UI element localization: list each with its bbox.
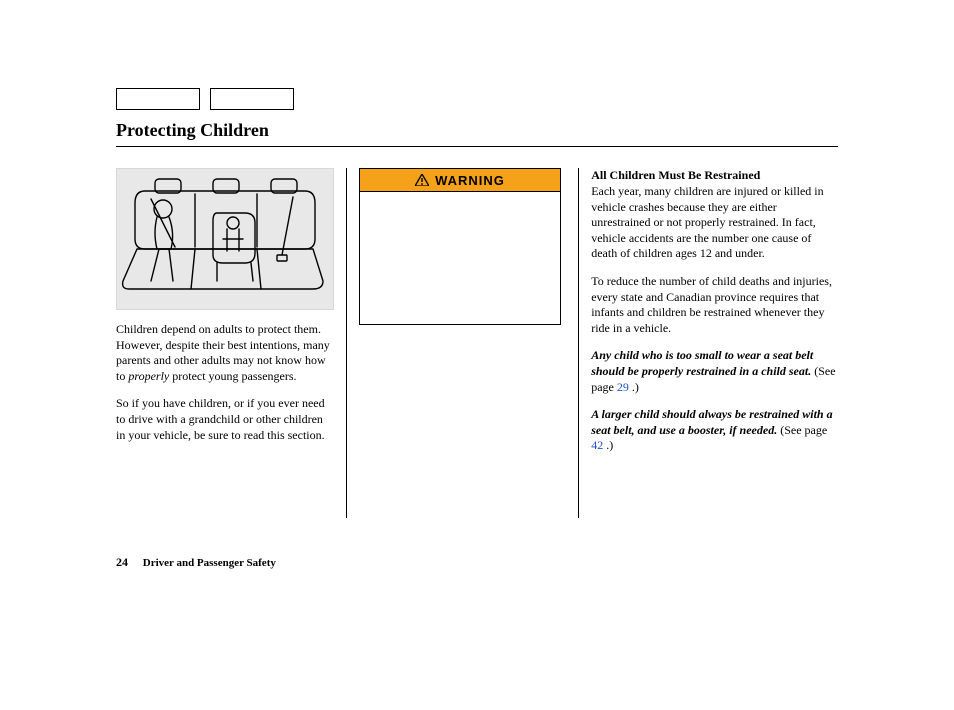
tab-box-2	[210, 88, 294, 110]
warning-triangle-icon	[415, 174, 429, 186]
columns: Children depend on adults to protect the…	[116, 168, 838, 518]
column-divider-2	[578, 168, 579, 518]
col3-para4-b: (See page	[777, 423, 827, 437]
column-1: Children depend on adults to protect the…	[116, 168, 334, 518]
tab-box-1	[116, 88, 200, 110]
col1-para1: Children depend on adults to protect the…	[116, 322, 334, 384]
col3-para4: A larger child should always be restrain…	[591, 407, 838, 454]
warning-header: WARNING	[360, 169, 560, 192]
manual-page: Protecting Children	[0, 0, 954, 710]
section-title: Protecting Children	[116, 120, 269, 141]
footer-section: Driver and Passenger Safety	[143, 557, 276, 569]
col3-para4-c: .)	[606, 438, 613, 452]
tab-boxes	[116, 88, 294, 110]
col3-para1: Each year, many children are injured or …	[591, 184, 838, 262]
col1-para2: So if you have children, or if you ever …	[116, 396, 334, 443]
column-2: WARNING	[359, 168, 566, 518]
col1-para1-em: properly	[128, 369, 169, 383]
bench-seat-icon	[117, 169, 333, 309]
column-3: All Children Must Be Restrained Each yea…	[591, 168, 838, 518]
col3-para2: To reduce the number of child deaths and…	[591, 274, 838, 336]
col3-para3-em: Any child who is too small to wear a sea…	[591, 348, 813, 378]
column-divider-1	[346, 168, 347, 518]
seat-illustration	[116, 168, 334, 310]
page-footer: 24 Driver and Passenger Safety	[116, 555, 276, 570]
warning-label: WARNING	[435, 173, 505, 188]
col3-para3: Any child who is too small to wear a sea…	[591, 348, 838, 395]
page-number: 24	[116, 555, 128, 569]
col3-para3-c: .)	[632, 380, 639, 394]
page-ref-29[interactable]: 29	[617, 380, 632, 394]
page-ref-42[interactable]: 42	[591, 438, 606, 452]
col3-subhead: All Children Must Be Restrained	[591, 168, 838, 183]
warning-box: WARNING	[359, 168, 561, 325]
col1-para1-b: protect young passengers.	[169, 369, 296, 383]
title-rule	[116, 146, 838, 147]
